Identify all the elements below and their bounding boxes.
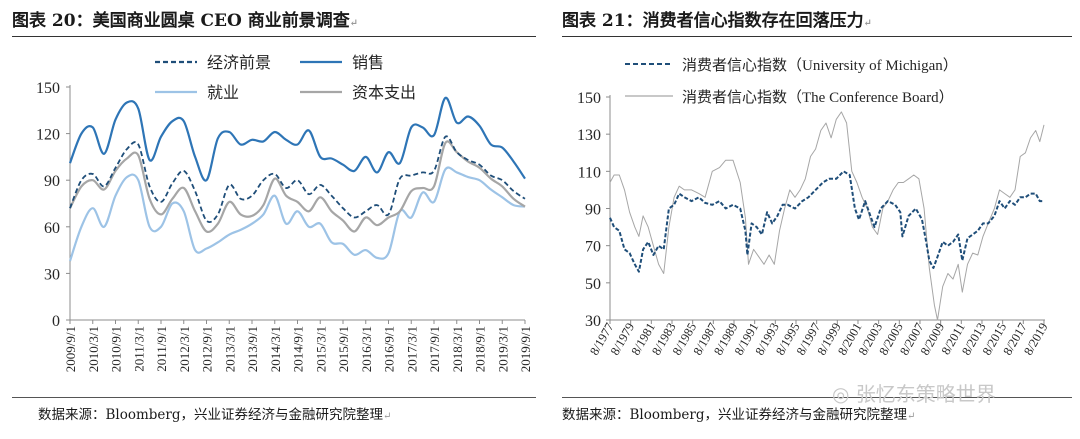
watermark-icon: ◎ xyxy=(832,382,850,406)
panel-1-source: 数据来源：Bloomberg，兴业证券经济与金融研究院整理↵ xyxy=(38,403,391,423)
y-tick-label: 30 xyxy=(44,266,60,283)
y-tick-label: 0 xyxy=(52,313,60,330)
x-tick-label: 2018/3/1 xyxy=(450,326,465,372)
series-line-1 xyxy=(68,96,526,182)
legend-label: 就业 xyxy=(207,84,239,102)
panel-1-source-text: 数据来源：Bloomberg，兴业证券经济与金融研究院整理 xyxy=(38,407,384,423)
x-tick-label: 2019/3/1 xyxy=(495,326,510,372)
x-tick-label: 2013/3/1 xyxy=(222,326,237,372)
x-tick-label: 2017/3/1 xyxy=(404,326,419,372)
legend-label: 销售 xyxy=(352,54,384,72)
watermark: ◎ 张忆东策略世界 xyxy=(832,378,996,407)
legend-label: 资本支出 xyxy=(352,84,416,102)
y-tick-label: 60 xyxy=(44,220,60,237)
watermark-text: 张忆东策略世界 xyxy=(855,382,996,406)
panel-2-bottom-rule xyxy=(562,397,1072,398)
y-tick-label: 120 xyxy=(36,127,60,144)
x-tick-label: 2012/9/1 xyxy=(200,326,215,372)
x-tick-label: 2010/3/1 xyxy=(86,326,101,372)
x-tick-label: 2016/9/1 xyxy=(382,326,397,372)
x-tick-label: 2015/3/1 xyxy=(313,326,328,372)
panel-2-title-rule xyxy=(562,36,1072,37)
paragraph-mark: ↵ xyxy=(863,18,872,29)
x-tick-label: 2011/9/1 xyxy=(154,326,169,372)
x-tick-label: 2016/3/1 xyxy=(359,326,374,372)
legend-label: 经济前景 xyxy=(207,54,271,72)
x-tick-label: 2019/9/1 xyxy=(518,326,533,372)
series-line-2 xyxy=(68,166,526,262)
panel-1-bottom-rule xyxy=(12,397,536,398)
panel-2-source: 数据来源：Bloomberg，兴业证券经济与金融研究院整理↵ xyxy=(562,403,915,423)
paragraph-mark: ↵ xyxy=(349,18,359,29)
panel-1-title: 图表 20：美国商业圆桌 CEO 商业前景调查↵ xyxy=(12,6,358,31)
y-tick-label: 30 xyxy=(585,313,601,330)
x-tick-label: 2017/9/1 xyxy=(427,326,442,372)
panel-1-title-rule xyxy=(12,36,536,37)
x-tick-label: 2009/9/1 xyxy=(63,326,78,372)
x-tick-label: 2012/3/1 xyxy=(177,326,192,372)
y-tick-label: 150 xyxy=(36,80,60,97)
y-tick-label: 90 xyxy=(44,173,60,190)
series-line-3 xyxy=(69,140,526,234)
series-line-1 xyxy=(609,111,1045,321)
y-tick-label: 50 xyxy=(585,276,601,293)
y-tick-label: 110 xyxy=(578,164,601,181)
panel-1-title-text: 图表 20：美国商业圆桌 CEO 商业前景调查 xyxy=(12,11,350,31)
x-tick-label: 2011/3/1 xyxy=(131,326,146,372)
x-tick-label: 2015/9/1 xyxy=(336,326,351,372)
panel-2-source-text: 数据来源：Bloomberg，兴业证券经济与金融研究院整理 xyxy=(562,407,908,423)
y-tick-label: 150 xyxy=(577,90,601,107)
x-tick-label: 2014/9/1 xyxy=(291,326,306,372)
x-tick-label: 2013/9/1 xyxy=(245,326,260,372)
y-tick-label: 90 xyxy=(585,202,601,219)
x-tick-label: 2014/3/1 xyxy=(268,326,283,372)
panel-2-title: 图表 21：消费者信心指数存在回落压力↵ xyxy=(562,6,872,31)
panel-2-title-text: 图表 21：消费者信心指数存在回落压力 xyxy=(562,11,864,31)
y-tick-label: 70 xyxy=(585,239,601,256)
y-tick-label: 130 xyxy=(577,127,601,144)
paragraph-mark: ↵ xyxy=(907,411,916,422)
chart-consumer-confidence: 305070901101301508/19778/19798/19818/198… xyxy=(577,57,1051,358)
legend-label: 消费者信心指数（University of Michigan） xyxy=(682,57,958,74)
x-tick-label: 2010/9/1 xyxy=(109,326,124,372)
legend-label: 消费者信心指数（The Conference Board） xyxy=(682,89,954,106)
series-line-0 xyxy=(609,170,1044,273)
chart-ceo-outlook: 0 30 60 90 120 150 2009/9/1 2010/3/1 2010/9/1 201… xyxy=(36,54,533,372)
x-tick-label: 2018/9/1 xyxy=(473,326,488,372)
paragraph-mark: ↵ xyxy=(383,411,392,422)
